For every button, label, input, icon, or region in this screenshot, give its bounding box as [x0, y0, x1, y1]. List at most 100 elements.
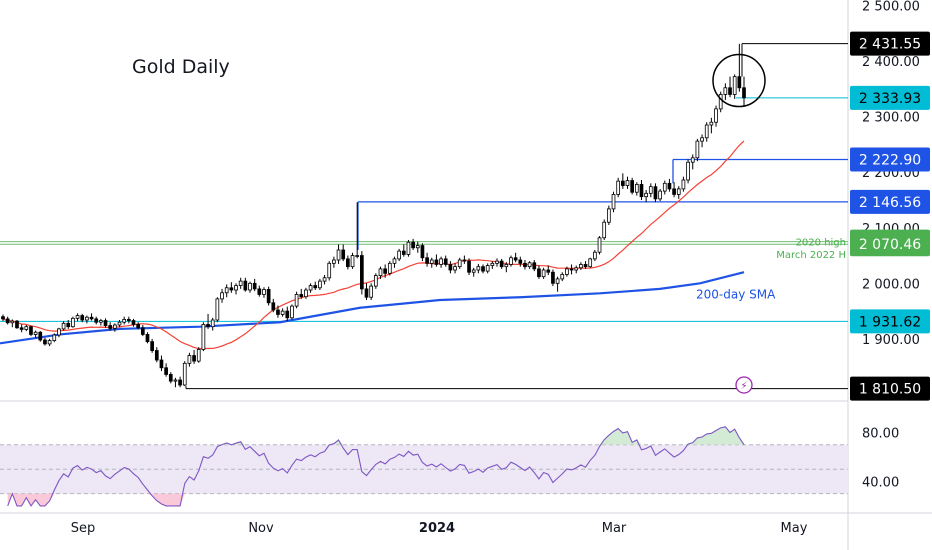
x-tick-label: May: [781, 521, 808, 536]
red-ma-line: [2, 140, 745, 350]
candle: [397, 248, 401, 262]
candle: [304, 287, 308, 299]
candle-body: [271, 302, 276, 311]
candle: [686, 159, 690, 184]
candle-body: [737, 76, 742, 89]
candle-body: [560, 274, 565, 280]
candle-body: [318, 280, 322, 289]
candle: [10, 319, 15, 328]
y-tick-label: 2 400.00: [862, 55, 920, 70]
candle-body: [257, 288, 262, 295]
candle: [15, 320, 19, 329]
candle-body: [630, 180, 634, 193]
candle-body: [481, 266, 485, 272]
candle: [360, 251, 364, 295]
candle: [234, 283, 238, 295]
badge-bg: [850, 376, 930, 401]
candle-body: [695, 140, 700, 159]
candle-body: [243, 280, 248, 291]
candle: [33, 330, 38, 338]
candle-body: [662, 182, 667, 192]
candle-body: [541, 269, 546, 278]
candle-body: [513, 257, 518, 261]
badge-text: 2 333.93: [859, 91, 921, 107]
candle-body: [252, 282, 257, 290]
candle-body: [103, 320, 108, 326]
candle: [569, 264, 574, 275]
candle-body: [164, 367, 168, 375]
candle: [126, 316, 131, 324]
candle-body: [625, 180, 630, 186]
annotation-label: 2020 high: [796, 238, 846, 249]
candle-body: [33, 331, 38, 335]
candle: [555, 276, 560, 292]
candle: [392, 256, 397, 268]
candle: [504, 262, 509, 273]
candle-body: [602, 221, 607, 239]
candle: [597, 236, 602, 255]
candle: [280, 308, 285, 317]
candle: [644, 190, 648, 203]
badge-bg: [850, 85, 930, 110]
candle: [75, 313, 80, 322]
candle-body: [593, 251, 597, 260]
candle: [700, 134, 704, 148]
candle-body: [24, 326, 29, 330]
candle: [182, 361, 187, 387]
candle-body: [10, 320, 15, 324]
badge-text: 2 070.46: [859, 237, 921, 253]
candle: [378, 266, 383, 279]
candle: [94, 316, 99, 325]
candle-body: [690, 157, 695, 163]
sma-200-line: [0, 271, 745, 345]
x-tick-label: Sep: [71, 521, 96, 536]
y-tick-label: 2 300.00: [862, 111, 920, 126]
candle-body: [620, 180, 625, 186]
candle: [690, 154, 695, 170]
candle: [453, 263, 457, 274]
candle-body: [332, 259, 336, 264]
candle: [387, 261, 392, 276]
candle-body: [495, 260, 499, 264]
candle-body: [154, 350, 159, 361]
candle: [401, 244, 406, 257]
candle-body: [634, 184, 639, 193]
candle-body: [364, 288, 369, 298]
candle-body: [99, 320, 103, 323]
candle: [47, 338, 52, 347]
candle-body: [201, 324, 206, 350]
candle: [681, 176, 686, 192]
candle-body: [5, 318, 10, 324]
candle-body: [346, 258, 350, 268]
candle: [723, 83, 728, 100]
candle: [38, 331, 43, 342]
candle-body: [173, 379, 178, 382]
candle-body: [85, 316, 89, 321]
candle-body: [336, 249, 341, 261]
candle-body: [308, 285, 313, 291]
candle: [537, 265, 541, 279]
candle: [718, 91, 723, 113]
candle: [373, 273, 378, 289]
candle: [541, 267, 546, 279]
candle-body: [1, 316, 5, 320]
candle: [19, 324, 24, 333]
candle-body: [94, 318, 99, 323]
candle: [607, 205, 611, 225]
candle-body: [234, 285, 238, 291]
candle: [43, 337, 47, 346]
candle-body: [667, 182, 672, 190]
candle: [173, 377, 178, 388]
candle-body: [714, 108, 718, 123]
candle: [341, 244, 346, 262]
candle: [383, 264, 387, 278]
candle-body: [443, 258, 448, 265]
candle: [579, 262, 583, 270]
price-level-badge: 1 810.50: [850, 376, 930, 401]
candle: [457, 257, 462, 269]
candle-body: [150, 341, 154, 351]
candle: [131, 318, 136, 327]
candle: [299, 288, 304, 299]
candle: [616, 177, 621, 198]
